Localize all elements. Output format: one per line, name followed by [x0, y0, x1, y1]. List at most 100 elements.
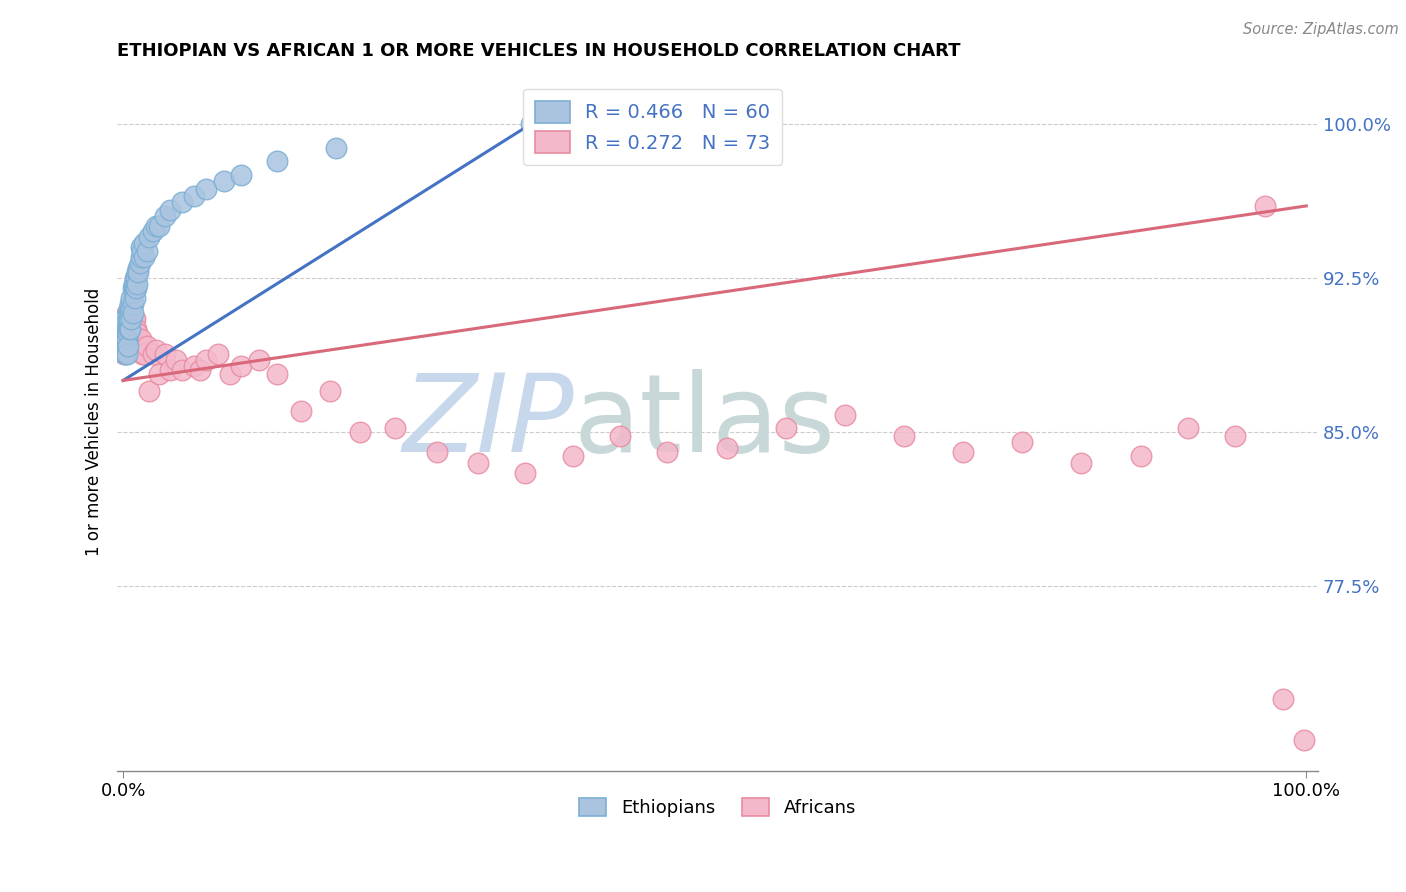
- Point: [127, 260, 149, 275]
- Point: [120, 291, 142, 305]
- Point: [467, 456, 489, 470]
- Point: [115, 347, 138, 361]
- Point: [138, 384, 160, 398]
- Point: [122, 285, 145, 300]
- Point: [121, 311, 143, 326]
- Point: [120, 311, 142, 326]
- Point: [172, 363, 194, 377]
- Point: [1254, 199, 1277, 213]
- Point: [129, 240, 152, 254]
- Point: [114, 338, 136, 352]
- Point: [134, 347, 156, 361]
- Point: [325, 141, 347, 155]
- Point: [112, 333, 135, 347]
- Point: [128, 256, 150, 270]
- Point: [165, 353, 187, 368]
- Point: [1129, 450, 1152, 464]
- Point: [115, 322, 138, 336]
- Point: [128, 343, 150, 357]
- Point: [114, 338, 136, 352]
- Point: [148, 219, 170, 234]
- Point: [426, 445, 449, 459]
- Point: [207, 347, 229, 361]
- Text: Source: ZipAtlas.com: Source: ZipAtlas.com: [1243, 22, 1399, 37]
- Point: [115, 333, 138, 347]
- Point: [120, 338, 142, 352]
- Point: [1271, 691, 1294, 706]
- Point: [266, 153, 288, 168]
- Point: [112, 333, 135, 347]
- Point: [124, 326, 146, 341]
- Point: [127, 326, 149, 341]
- Text: ZIP: ZIP: [402, 369, 574, 474]
- Point: [194, 353, 217, 368]
- Point: [129, 250, 152, 264]
- Point: [114, 322, 136, 336]
- Point: [520, 117, 543, 131]
- Point: [118, 311, 141, 326]
- Point: [115, 338, 138, 352]
- Point: [775, 421, 797, 435]
- Point: [124, 311, 146, 326]
- Point: [893, 429, 915, 443]
- Point: [122, 322, 145, 336]
- Point: [657, 445, 679, 459]
- Point: [121, 306, 143, 320]
- Point: [117, 338, 139, 352]
- Point: [266, 368, 288, 382]
- Point: [115, 306, 138, 320]
- Point: [124, 291, 146, 305]
- Point: [131, 244, 153, 259]
- Point: [142, 347, 165, 361]
- Point: [349, 425, 371, 439]
- Point: [120, 306, 142, 320]
- Point: [319, 384, 342, 398]
- Point: [131, 347, 153, 361]
- Point: [112, 322, 135, 336]
- Point: [120, 311, 142, 326]
- Point: [121, 297, 143, 311]
- Point: [120, 301, 142, 316]
- Point: [118, 301, 141, 316]
- Point: [112, 311, 135, 326]
- Point: [247, 353, 270, 368]
- Point: [124, 281, 146, 295]
- Point: [117, 322, 139, 336]
- Point: [127, 277, 149, 291]
- Point: [218, 368, 240, 382]
- Point: [114, 347, 136, 361]
- Point: [159, 202, 181, 217]
- Point: [117, 311, 139, 326]
- Point: [120, 326, 142, 341]
- Point: [609, 429, 631, 443]
- Point: [172, 194, 194, 209]
- Point: [561, 450, 583, 464]
- Point: [115, 333, 138, 347]
- Point: [118, 322, 141, 336]
- Y-axis label: 1 or more Vehicles in Household: 1 or more Vehicles in Household: [86, 287, 103, 556]
- Point: [134, 250, 156, 264]
- Point: [118, 311, 141, 326]
- Point: [1070, 456, 1092, 470]
- Point: [290, 404, 312, 418]
- Point: [124, 338, 146, 352]
- Point: [127, 265, 149, 279]
- Point: [148, 368, 170, 382]
- Point: [118, 322, 141, 336]
- Point: [120, 333, 142, 347]
- Point: [127, 265, 149, 279]
- Point: [129, 333, 152, 347]
- Point: [127, 333, 149, 347]
- Point: [1177, 421, 1199, 435]
- Point: [115, 322, 138, 336]
- Point: [124, 270, 146, 285]
- Point: [153, 347, 176, 361]
- Point: [1011, 435, 1033, 450]
- Text: ETHIOPIAN VS AFRICAN 1 OR MORE VEHICLES IN HOUSEHOLD CORRELATION CHART: ETHIOPIAN VS AFRICAN 1 OR MORE VEHICLES …: [117, 42, 960, 60]
- Point: [121, 281, 143, 295]
- Point: [1225, 429, 1247, 443]
- Point: [231, 168, 253, 182]
- Point: [231, 359, 253, 373]
- Point: [183, 188, 205, 202]
- Point: [134, 235, 156, 250]
